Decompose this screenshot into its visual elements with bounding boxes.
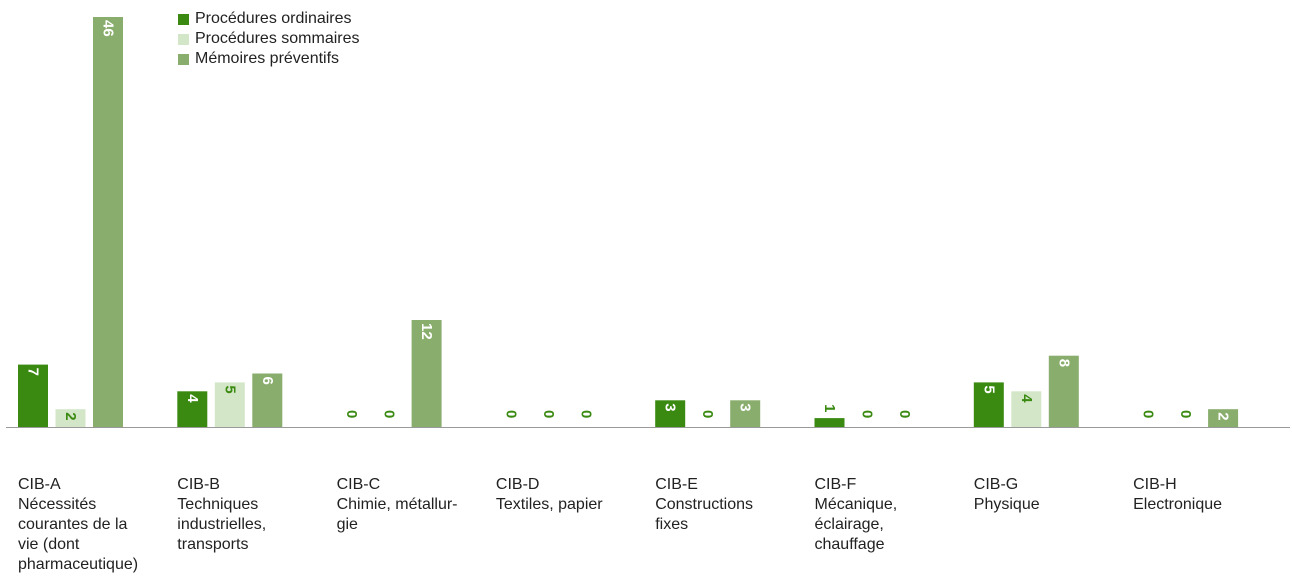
category-label-line: vie (dont xyxy=(18,536,80,553)
category-label-line: éclairage, xyxy=(814,516,884,533)
bar-preventive-2 xyxy=(252,373,283,427)
category-label-line: Techniques xyxy=(177,496,259,513)
bar-value-preventive-7: 8 xyxy=(1055,359,1072,367)
category-label-7: CIB-G Physique xyxy=(974,475,1126,515)
bar-preventive-8 xyxy=(1208,409,1239,427)
bar-value-summary-1: 2 xyxy=(62,412,79,420)
bar-value-summary-3: 0 xyxy=(381,410,398,418)
bar-value-ordinary-8: 0 xyxy=(1140,410,1157,418)
bar-value-ordinary-4: 0 xyxy=(502,410,519,418)
bar-value-preventive-5: 3 xyxy=(737,403,754,411)
bar-value-preventive-1: 46 xyxy=(100,20,117,37)
category-label-line: CIB-D xyxy=(495,476,540,493)
bar-preventive-3 xyxy=(411,320,442,427)
category-label-line: CIB-B xyxy=(177,476,220,493)
bar-value-summary-4: 0 xyxy=(540,410,557,418)
bar-preventive-7 xyxy=(1048,355,1079,427)
category-label-6: CIB-F Mécanique, éclairage, chauffage xyxy=(815,475,967,555)
bar-summary-2 xyxy=(214,382,245,427)
bar-value-preventive-4: 0 xyxy=(577,410,594,418)
category-label-line: CIB-A xyxy=(18,476,61,493)
category-label-line: industrielles, xyxy=(177,516,267,533)
legend: Procédures ordinaires Procédures sommair… xyxy=(178,9,360,69)
category-label-2: CIB-B Techniques industrielles, transports xyxy=(177,475,329,555)
category-label-line: Constructions xyxy=(655,496,754,513)
category-label-line: Electronique xyxy=(1133,496,1223,513)
bar-summary-7 xyxy=(1011,391,1042,427)
category-label-line: transports xyxy=(177,536,249,553)
category-label-5: CIB-E Constructions fixes xyxy=(655,475,807,535)
category-label-line: Chimie, métallur- xyxy=(336,496,458,513)
bar-ordinary-7 xyxy=(973,382,1004,427)
category-label-line: Mécanique, xyxy=(814,496,898,513)
bar-value-ordinary-3: 0 xyxy=(343,410,360,418)
category-label-8: CIB-H Electronique xyxy=(1133,475,1285,515)
bar-summary-1 xyxy=(55,409,86,427)
bar-value-preventive-8: 2 xyxy=(1215,412,1232,420)
category-label-line: gie xyxy=(336,516,358,533)
bar-ordinary-5 xyxy=(655,400,686,427)
bar-value-summary-7: 4 xyxy=(1018,394,1035,403)
bar-ordinary-1 xyxy=(18,364,48,427)
bar-value-summary-5: 0 xyxy=(699,410,716,418)
bar-ordinary-2 xyxy=(177,391,208,427)
legend-label-preventive: Mémoires préventifs xyxy=(195,50,340,67)
bar-preventive-1 xyxy=(93,17,123,427)
category-label-line: Textiles, papier xyxy=(495,496,603,513)
legend-item-preventive: Mémoires préventifs xyxy=(178,49,360,69)
bar-value-ordinary-7: 5 xyxy=(980,385,997,393)
category-label-3: CIB-C Chimie, métallur-gie xyxy=(337,475,489,535)
bar-value-summary-2: 5 xyxy=(221,385,238,393)
category-label-line: CIB-F xyxy=(814,476,857,493)
bars-group xyxy=(18,17,1239,427)
category-label-line: Nécessités xyxy=(18,496,97,513)
bar-value-preventive-2: 6 xyxy=(259,377,276,385)
category-label-line: CIB-G xyxy=(973,476,1019,493)
legend-swatch-summary xyxy=(178,33,189,45)
bar-ordinary-6 xyxy=(814,418,845,427)
bar-value-summary-6: 0 xyxy=(859,410,876,418)
bar-value-ordinary-1: 7 xyxy=(25,368,42,376)
category-label-line: courantes de la xyxy=(18,516,128,533)
category-label-line: fixes xyxy=(655,516,689,533)
category-label-line: CIB-H xyxy=(1133,476,1177,493)
bar-value-ordinary-6: 1 xyxy=(821,404,838,412)
bar-value-preventive-6: 0 xyxy=(896,410,913,418)
category-label-line: CIB-E xyxy=(655,476,698,493)
category-label-line: CIB-C xyxy=(336,476,381,493)
category-label-line: pharmaceutique) xyxy=(18,556,139,573)
bar-values-group: 7 2 46 4 5 6 0 0 12 0 0 0 3 0 3 1 0 0 5 4 8 0 0 2 xyxy=(25,20,1232,421)
bar-preventive-5 xyxy=(730,400,761,427)
legend-swatch-ordinary xyxy=(178,13,189,25)
legend-item-summary: Procédures sommaires xyxy=(178,29,360,49)
legend-item-ordinary: Procédures ordinaires xyxy=(178,9,360,29)
category-label-line: Physique xyxy=(973,496,1040,513)
legend-swatch-preventive xyxy=(178,53,189,65)
bar-value-ordinary-2: 4 xyxy=(184,394,201,403)
bar-value-preventive-3: 12 xyxy=(418,323,435,340)
category-label-1: CIB-A Nécessités courantes de la vie (dont p… xyxy=(18,475,170,575)
bar-value-ordinary-5: 3 xyxy=(662,403,679,411)
bar-value-summary-8: 0 xyxy=(1177,410,1194,418)
category-label-line: chauffage xyxy=(814,536,885,553)
legend-label-ordinary: Procédures ordinaires xyxy=(195,10,352,27)
category-label-4: CIB-D Textiles, papier xyxy=(496,475,648,515)
legend-label-summary: Procédures sommaires xyxy=(195,30,360,47)
